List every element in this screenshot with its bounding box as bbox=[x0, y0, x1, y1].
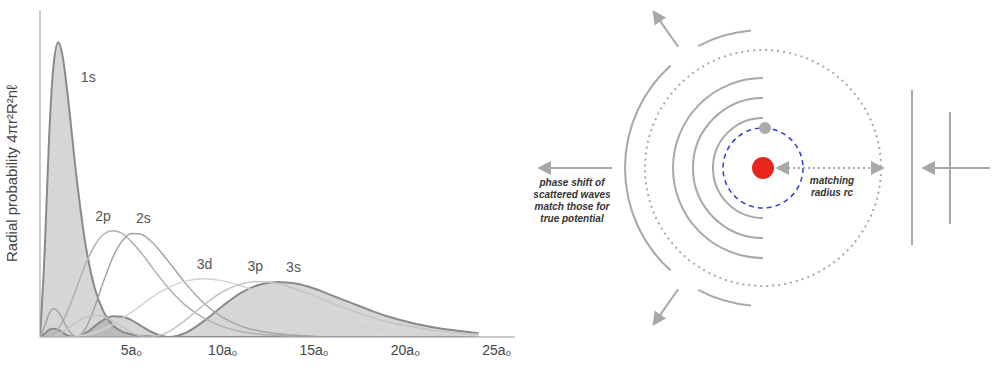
svg-text:Radial probability 4πr²R²nℓ: Radial probability 4πr²R²nℓ bbox=[3, 85, 20, 262]
svg-text:25a₀: 25a₀ bbox=[482, 342, 511, 358]
svg-text:1s: 1s bbox=[81, 69, 96, 85]
svg-text:radius rc: radius rc bbox=[811, 187, 854, 198]
svg-text:3d: 3d bbox=[197, 256, 213, 272]
svg-text:matching: matching bbox=[810, 175, 854, 186]
svg-text:15a₀: 15a₀ bbox=[299, 342, 328, 358]
svg-text:3s: 3s bbox=[286, 259, 301, 275]
svg-text:5a₀: 5a₀ bbox=[121, 342, 143, 358]
svg-text:2s: 2s bbox=[136, 210, 151, 226]
svg-text:2p: 2p bbox=[95, 208, 111, 224]
svg-text:10a₀: 10a₀ bbox=[208, 342, 237, 358]
svg-text:scattered waves: scattered waves bbox=[533, 189, 611, 200]
svg-text:match those for: match those for bbox=[534, 201, 610, 212]
svg-text:phase shift of: phase shift of bbox=[538, 177, 606, 188]
svg-text:20a₀: 20a₀ bbox=[391, 342, 420, 358]
svg-text:true potential: true potential bbox=[540, 213, 604, 224]
svg-text:3p: 3p bbox=[247, 258, 263, 274]
